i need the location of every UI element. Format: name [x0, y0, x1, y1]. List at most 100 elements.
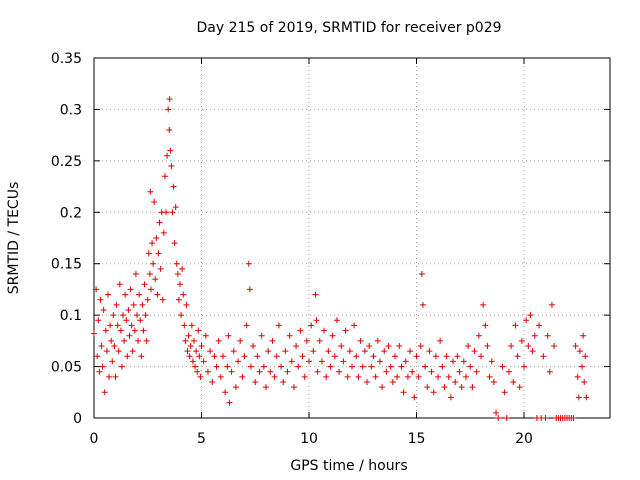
- data-point: [490, 379, 497, 385]
- data-point: [187, 343, 194, 349]
- data-point: [385, 343, 392, 349]
- data-point: [473, 368, 480, 375]
- data-point: [426, 348, 433, 355]
- data-point: [469, 384, 476, 391]
- data-point: [542, 415, 549, 421]
- data-point: [454, 353, 461, 360]
- data-point: [149, 240, 156, 247]
- data-point: [321, 327, 328, 334]
- data-point: [333, 317, 340, 324]
- data-point: [265, 348, 272, 355]
- data-point: [370, 353, 377, 360]
- data-point: [525, 343, 532, 349]
- data-point: [207, 348, 214, 355]
- data-point: [215, 337, 222, 344]
- y-tick-label: 0.1: [60, 308, 82, 324]
- data-point: [181, 322, 188, 329]
- data-point: [374, 337, 381, 344]
- y-tick-label: 0.15: [51, 257, 82, 273]
- data-point: [286, 332, 293, 339]
- data-point: [114, 322, 121, 329]
- data-point: [237, 337, 244, 344]
- data-point: [106, 373, 113, 380]
- data-point: [132, 271, 139, 277]
- data-point: [546, 368, 553, 375]
- data-point: [447, 394, 454, 401]
- data-point: [250, 343, 257, 349]
- data-point: [104, 291, 111, 298]
- data-point: [164, 152, 171, 159]
- data-point: [190, 337, 197, 344]
- y-tick-label: 0.35: [51, 51, 82, 67]
- data-point: [424, 384, 431, 391]
- data-point: [544, 332, 551, 339]
- data-point: [183, 301, 190, 308]
- data-point: [278, 363, 285, 370]
- data-point: [198, 343, 205, 349]
- data-point: [228, 368, 235, 375]
- data-point: [260, 363, 267, 370]
- data-point: [100, 307, 107, 313]
- data-point: [186, 353, 193, 360]
- data-point: [290, 384, 297, 391]
- y-tick-label: 0.3: [60, 102, 82, 118]
- data-point: [166, 127, 173, 133]
- data-point: [344, 373, 351, 380]
- data-point: [129, 348, 136, 355]
- data-point: [417, 343, 424, 349]
- data-point: [139, 301, 146, 308]
- data-point: [443, 353, 450, 360]
- data-point: [220, 353, 226, 360]
- data-point: [196, 353, 203, 360]
- data-point: [355, 373, 362, 380]
- data-point: [160, 229, 167, 236]
- data-point: [465, 343, 472, 349]
- data-point: [396, 343, 403, 349]
- data-point: [124, 353, 131, 360]
- x-tick-label: 15: [408, 431, 426, 447]
- data-point: [263, 384, 269, 391]
- data-point: [147, 188, 154, 195]
- data-point: [127, 286, 134, 293]
- data-point: [178, 312, 185, 319]
- data-point: [159, 296, 166, 303]
- data-point: [482, 322, 489, 329]
- data-point: [297, 327, 304, 334]
- data-point: [521, 363, 527, 370]
- data-point: [97, 296, 104, 303]
- data-point: [128, 322, 135, 329]
- data-point: [135, 337, 142, 344]
- x-tick-label: 10: [300, 431, 318, 447]
- data-point: [493, 409, 500, 416]
- data-point: [98, 343, 105, 349]
- data-point: [197, 373, 204, 380]
- data-point: [419, 301, 426, 308]
- data-point: [312, 291, 319, 298]
- data-point: [193, 348, 200, 355]
- data-point: [512, 322, 519, 329]
- data-point: [353, 353, 360, 360]
- data-point: [147, 286, 154, 293]
- data-point: [111, 343, 118, 349]
- data-point: [480, 301, 487, 308]
- data-point: [131, 327, 138, 334]
- data-point: [318, 358, 325, 365]
- data-point: [134, 312, 140, 319]
- data-point: [575, 394, 582, 401]
- data-point: [169, 209, 176, 216]
- data-point: [518, 337, 525, 344]
- data-point: [313, 317, 320, 324]
- data-point: [394, 373, 401, 380]
- data-point: [340, 358, 347, 365]
- data-point: [508, 343, 515, 349]
- x-tick-label: 0: [90, 431, 99, 447]
- x-axis-label: GPS time / hours: [290, 458, 407, 474]
- data-point: [398, 363, 405, 370]
- data-point: [531, 332, 538, 339]
- data-point: [94, 353, 101, 360]
- data-point: [101, 389, 108, 396]
- data-point: [514, 353, 521, 360]
- data-point: [116, 281, 123, 288]
- data-point: [180, 291, 187, 298]
- data-point: [185, 332, 192, 339]
